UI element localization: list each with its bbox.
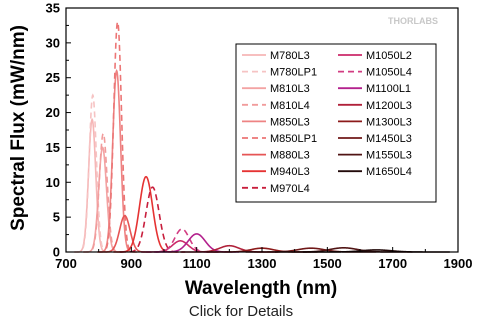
legend-label: M1100L1 (366, 83, 411, 95)
click-for-details-link[interactable]: Click for Details (188, 303, 294, 320)
x-tick-label: 1300 (248, 256, 277, 271)
x-tick-label: 1900 (444, 256, 473, 271)
axes-layer: 700 900 1100 1300 1500 1700 1900 0 5 10 15 20 25 30 35 (46, 1, 473, 272)
legend-label: M1450L3 (366, 133, 412, 145)
legend-label: M970L4 (270, 183, 310, 195)
x-tick-label: 1700 (378, 256, 407, 271)
legend-label: M1300L3 (366, 116, 412, 128)
legend: M780L3 M780LP1 M810L3 M810L4 M850L3 M850LP1 M8… (235, 43, 437, 203)
x-tick-label: 900 (120, 256, 142, 271)
x-tick-label: 1500 (313, 256, 342, 271)
legend-label: M850LP1 (270, 133, 317, 145)
y-tick-label: 10 (46, 175, 60, 190)
y-tick-label: 25 (46, 70, 60, 85)
legend-label: M1550L3 (366, 150, 412, 162)
legend-label: M1050L4 (366, 67, 412, 79)
x-tick-label: 1100 (183, 256, 211, 271)
y-tick-label: 0 (53, 245, 60, 260)
legend-label: M940L3 (270, 166, 310, 178)
legend-label: M880L3 (270, 150, 310, 162)
x-tick-label: 700 (55, 256, 77, 271)
x-axis-title: Wavelength (nm) (185, 278, 337, 299)
legend-label: M780LP1 (270, 67, 317, 79)
legend-box (235, 43, 437, 203)
y-tick-label: 30 (46, 35, 60, 50)
series-m850l3-line (97, 68, 137, 253)
legend-label: M1650L4 (366, 166, 412, 178)
legend-label: M810L3 (270, 83, 310, 95)
legend-label: M780L3 (270, 50, 310, 62)
legend-label: M850L3 (270, 116, 310, 128)
y-tick-label: 15 (46, 140, 60, 155)
y-tick-label: 35 (46, 1, 60, 16)
y-axis-title: Spectral Flux (mW/nm) (8, 25, 29, 231)
y-tick-label: 20 (46, 105, 60, 120)
legend-label: M1200L3 (366, 100, 412, 112)
y-tick-label: 5 (53, 210, 60, 225)
legend-label: M1050L2 (366, 50, 412, 62)
spectral-flux-chart: 700 900 1100 1300 1500 1700 1900 0 5 10 15 20 25 30 35… (8, 1, 473, 300)
series-m1050l2-line (141, 240, 220, 253)
legend-label: M810L4 (270, 100, 310, 112)
watermark: THORLABS (388, 16, 438, 26)
